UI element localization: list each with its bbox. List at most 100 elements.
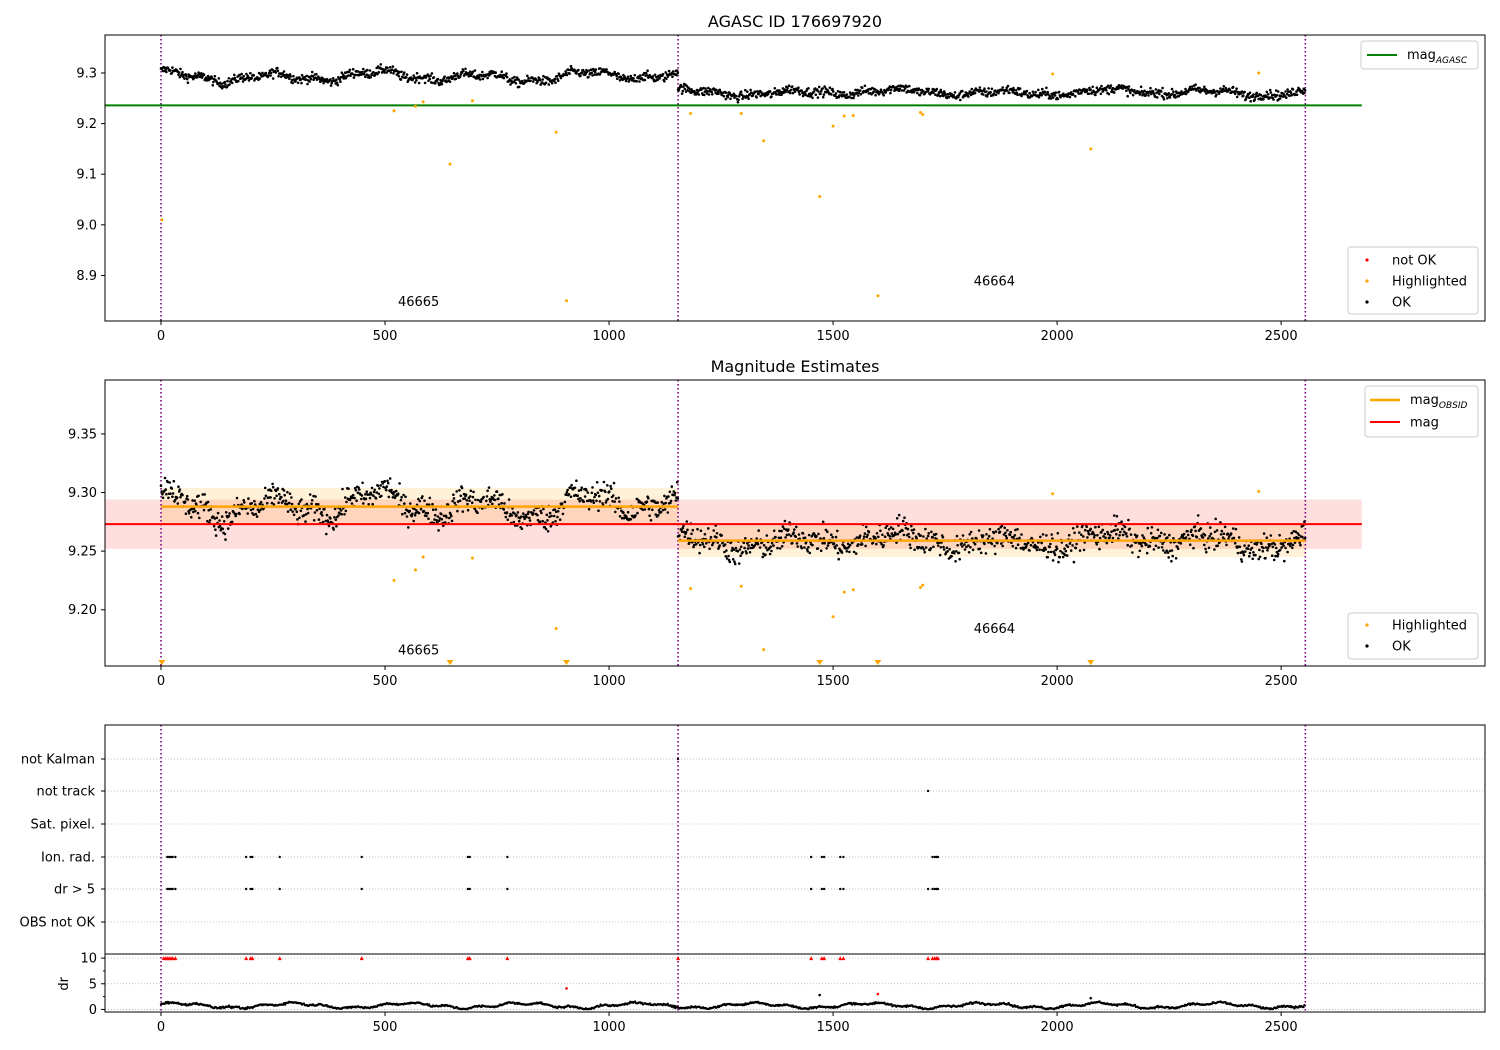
- magest-ok-point: [931, 536, 935, 539]
- panel-flags-frame: [104, 724, 1486, 1013]
- magest-ok-point: [489, 500, 492, 503]
- agasc-ok-point: [443, 75, 446, 78]
- agasc-ok-point: [163, 66, 167, 70]
- agasc-ok-point: [365, 73, 369, 76]
- agasc-ytick-label: 9.0: [76, 218, 97, 233]
- agasc-ok-point: [1199, 91, 1202, 94]
- agasc-ok-point: [567, 68, 570, 71]
- magest-ok-point: [983, 542, 986, 546]
- magest-ok-point: [333, 516, 336, 519]
- magest-ok-point: [1257, 557, 1260, 561]
- agasc-ok-point: [939, 88, 943, 92]
- magest-ok-point: [927, 532, 930, 535]
- magest-ok-point: [753, 544, 756, 547]
- agasc-ok-point: [186, 81, 190, 84]
- magest-ok-point: [325, 513, 329, 517]
- magest-ok-point: [1271, 545, 1275, 549]
- agasc-ok-point: [722, 94, 726, 98]
- agasc-ok-point: [1265, 90, 1269, 94]
- agasc-ok-point: [1272, 98, 1275, 101]
- agasc-ok-point: [169, 69, 172, 72]
- agasc-ok-point: [957, 95, 960, 99]
- agasc-ok-point: [565, 73, 569, 77]
- magest-ok-point: [385, 485, 389, 488]
- magest-ok-point: [493, 494, 496, 497]
- magest-ok-point: [1203, 543, 1206, 547]
- agasc-ok-point: [534, 78, 538, 82]
- agasc-ok-point: [565, 71, 568, 74]
- agasc-ok-point: [1041, 87, 1044, 91]
- agasc-ok-point: [1251, 95, 1254, 98]
- magest-ok-point: [598, 500, 602, 503]
- magest-ok-point: [651, 508, 654, 512]
- magest-ok-point: [438, 517, 442, 520]
- magest-ok-point: [1196, 514, 1200, 517]
- dr-clipped-marker: [505, 956, 510, 961]
- agasc-ok-point: [1180, 90, 1183, 93]
- magest-ok-point: [961, 534, 965, 537]
- agasc-ok-point: [540, 81, 544, 84]
- agasc-ok-point: [1173, 93, 1176, 97]
- agasc-ok-point: [304, 78, 308, 81]
- flag-point: [466, 887, 470, 891]
- magest-ok-point: [1154, 544, 1158, 548]
- agasc-ok-point: [1202, 88, 1205, 91]
- magest-ok-point: [743, 546, 746, 550]
- magest-ok-point: [600, 489, 604, 492]
- magest-ok-point: [567, 493, 571, 496]
- magest-ok-point: [811, 543, 814, 547]
- magest-ok-point: [452, 497, 456, 500]
- magest-ok-point: [177, 485, 180, 489]
- agasc-ok-point: [527, 76, 530, 80]
- magest-ok-point: [891, 527, 895, 531]
- magest-ok-point: [390, 488, 393, 492]
- magest-ok-point: [367, 503, 371, 506]
- agasc-ok-point: [646, 69, 649, 72]
- magest-ok-point: [764, 553, 767, 556]
- magest-ok-point: [486, 489, 489, 493]
- magest-ok-point: [391, 496, 395, 499]
- magest-ok-point: [1219, 533, 1223, 536]
- magest-ok-point: [318, 507, 321, 511]
- magest-ok-point: [958, 557, 961, 561]
- agasc-ok-point: [439, 78, 442, 82]
- magest-ok-point: [253, 499, 256, 503]
- magest-ok-point: [425, 514, 428, 518]
- agasc-ok-point: [183, 77, 186, 80]
- magest-ok-point: [1066, 545, 1070, 549]
- magest-ok-point: [235, 496, 239, 500]
- magest-ok-point: [1215, 529, 1219, 532]
- agasc-ok-point: [896, 87, 900, 91]
- agasc-ok-point: [680, 85, 683, 88]
- magest-ok-point: [647, 496, 650, 500]
- agasc-ok-point: [233, 73, 236, 77]
- agasc-ok-point: [817, 85, 821, 89]
- magest-ok-point: [1236, 551, 1240, 555]
- agasc-ok-point: [739, 90, 743, 93]
- magest-ok-point: [1104, 536, 1107, 539]
- magest-ok-point: [417, 497, 420, 501]
- agasc-ok-point: [438, 83, 442, 86]
- agasc-ok-point: [791, 85, 794, 88]
- magest-ok-point: [582, 500, 585, 504]
- magest-ok-point: [542, 507, 545, 511]
- agasc-legend-marker: [1365, 258, 1369, 262]
- dr-outlier-point: [818, 993, 821, 997]
- magest-ok-point: [380, 494, 383, 498]
- agasc-highlighted-point: [1089, 147, 1093, 151]
- agasc-ok-point: [505, 75, 509, 79]
- magest-ok-point: [741, 550, 744, 554]
- magest-ok-point: [1005, 536, 1008, 540]
- magest-ok-point: [1039, 535, 1042, 539]
- magest-ok-point: [1116, 528, 1119, 531]
- agasc-ok-point: [1037, 95, 1041, 99]
- agasc-ok-point: [944, 93, 947, 97]
- agasc-ok-point: [554, 81, 557, 84]
- magest-ok-point: [255, 515, 259, 518]
- agasc-ok-point: [1234, 90, 1238, 93]
- agasc-ok-point: [989, 90, 992, 94]
- magest-ok-point: [1024, 545, 1028, 548]
- magest-ok-point: [1160, 531, 1163, 535]
- agasc-ok-point: [1020, 94, 1023, 98]
- agasc-ok-point: [391, 65, 395, 68]
